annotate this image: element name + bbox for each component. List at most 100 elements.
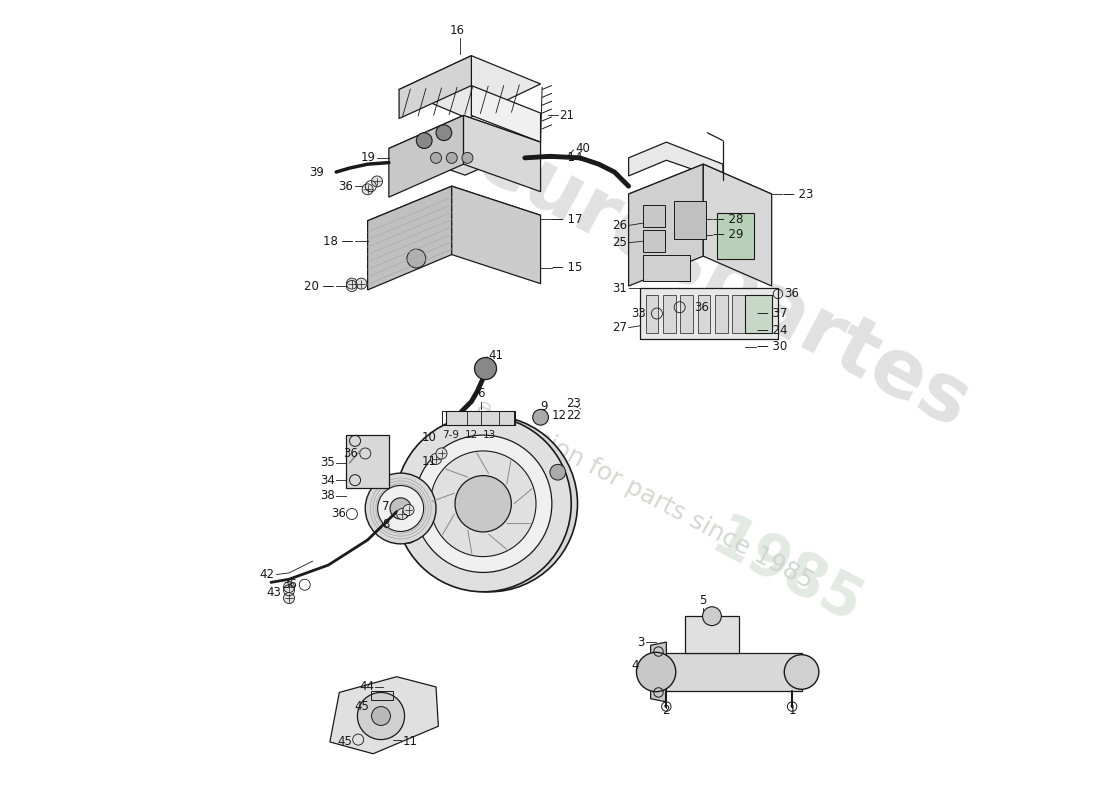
Text: 36: 36: [343, 447, 359, 460]
Circle shape: [400, 527, 417, 543]
Bar: [681, 295, 693, 333]
Circle shape: [703, 606, 722, 626]
Text: 27: 27: [612, 321, 627, 334]
Polygon shape: [685, 616, 739, 653]
Text: — 28: — 28: [713, 213, 744, 226]
Circle shape: [462, 152, 473, 163]
Polygon shape: [388, 115, 540, 175]
Text: 36: 36: [694, 301, 708, 314]
Polygon shape: [452, 186, 540, 284]
Circle shape: [362, 184, 373, 195]
Polygon shape: [463, 115, 540, 192]
Text: 45: 45: [354, 700, 370, 713]
Polygon shape: [628, 164, 703, 286]
Text: 3: 3: [637, 636, 645, 649]
Text: — 15: — 15: [552, 262, 583, 274]
Circle shape: [284, 593, 295, 604]
Bar: [717, 213, 755, 258]
Text: 8: 8: [383, 518, 389, 530]
Circle shape: [784, 654, 818, 690]
Circle shape: [436, 448, 447, 459]
Circle shape: [402, 416, 578, 592]
Polygon shape: [367, 186, 540, 249]
Text: 35: 35: [320, 456, 334, 470]
Bar: [715, 295, 728, 333]
Polygon shape: [656, 653, 802, 691]
Bar: [750, 295, 762, 333]
Bar: [733, 295, 745, 333]
Text: 2: 2: [662, 704, 670, 717]
Text: 9: 9: [540, 400, 548, 413]
Text: — 17: — 17: [552, 213, 583, 226]
Text: 5: 5: [700, 594, 707, 606]
Text: 26: 26: [612, 219, 627, 232]
Text: 36: 36: [339, 180, 353, 193]
Text: 18 —: 18 —: [323, 234, 353, 248]
Polygon shape: [628, 142, 723, 180]
Text: — 37: — 37: [757, 307, 788, 320]
Circle shape: [372, 176, 383, 187]
Circle shape: [403, 505, 414, 515]
Text: 31: 31: [613, 282, 627, 295]
Circle shape: [377, 486, 424, 531]
Text: 36: 36: [331, 507, 345, 521]
Text: 20 —: 20 —: [305, 279, 334, 293]
Text: 23: 23: [565, 397, 581, 410]
Bar: [642, 230, 664, 252]
Polygon shape: [399, 56, 540, 118]
Circle shape: [550, 464, 565, 480]
Text: eurospartes: eurospartes: [463, 119, 983, 445]
Circle shape: [447, 152, 458, 163]
Text: a passion for parts since 1985: a passion for parts since 1985: [472, 395, 817, 594]
Text: 12: 12: [551, 410, 566, 422]
Text: 13: 13: [483, 430, 496, 440]
Circle shape: [637, 652, 675, 692]
Text: — 30: — 30: [757, 340, 786, 353]
Bar: [345, 434, 388, 488]
Circle shape: [436, 125, 452, 141]
Circle shape: [355, 278, 366, 289]
Text: 10: 10: [422, 431, 437, 444]
Text: 1985: 1985: [701, 510, 871, 636]
Polygon shape: [703, 164, 772, 286]
Text: 34: 34: [320, 474, 334, 486]
Circle shape: [417, 133, 432, 149]
Polygon shape: [330, 677, 439, 754]
Circle shape: [365, 473, 436, 544]
Bar: [642, 255, 690, 281]
Circle shape: [346, 278, 358, 289]
Text: — 23: — 23: [783, 187, 813, 201]
Text: 44: 44: [359, 681, 374, 694]
Text: — 14: — 14: [552, 151, 583, 164]
Text: 12: 12: [465, 430, 478, 440]
Text: 4: 4: [631, 659, 639, 672]
Text: 19: 19: [361, 151, 375, 164]
Bar: [646, 295, 659, 333]
Bar: [371, 691, 393, 700]
Text: 7-9: 7-9: [442, 430, 460, 440]
Bar: [642, 205, 664, 227]
Text: 36: 36: [784, 287, 799, 300]
Circle shape: [430, 152, 441, 163]
Bar: [674, 201, 706, 239]
Circle shape: [415, 435, 552, 573]
Bar: [441, 411, 514, 425]
Text: 36: 36: [282, 578, 297, 591]
Text: 16: 16: [450, 24, 464, 37]
Text: — 24: — 24: [757, 324, 788, 338]
Bar: [745, 295, 772, 333]
Text: 1: 1: [789, 704, 796, 717]
Text: 42: 42: [260, 568, 275, 581]
Circle shape: [390, 498, 411, 519]
Bar: [640, 287, 778, 338]
Circle shape: [532, 410, 549, 425]
Text: 21: 21: [560, 109, 574, 122]
Polygon shape: [628, 164, 772, 224]
Text: — 29: — 29: [713, 229, 744, 242]
Text: 38: 38: [320, 490, 334, 502]
Circle shape: [358, 693, 405, 739]
Text: 11: 11: [403, 735, 417, 749]
Text: 22: 22: [565, 410, 581, 422]
Bar: [447, 411, 516, 425]
Circle shape: [430, 451, 536, 557]
